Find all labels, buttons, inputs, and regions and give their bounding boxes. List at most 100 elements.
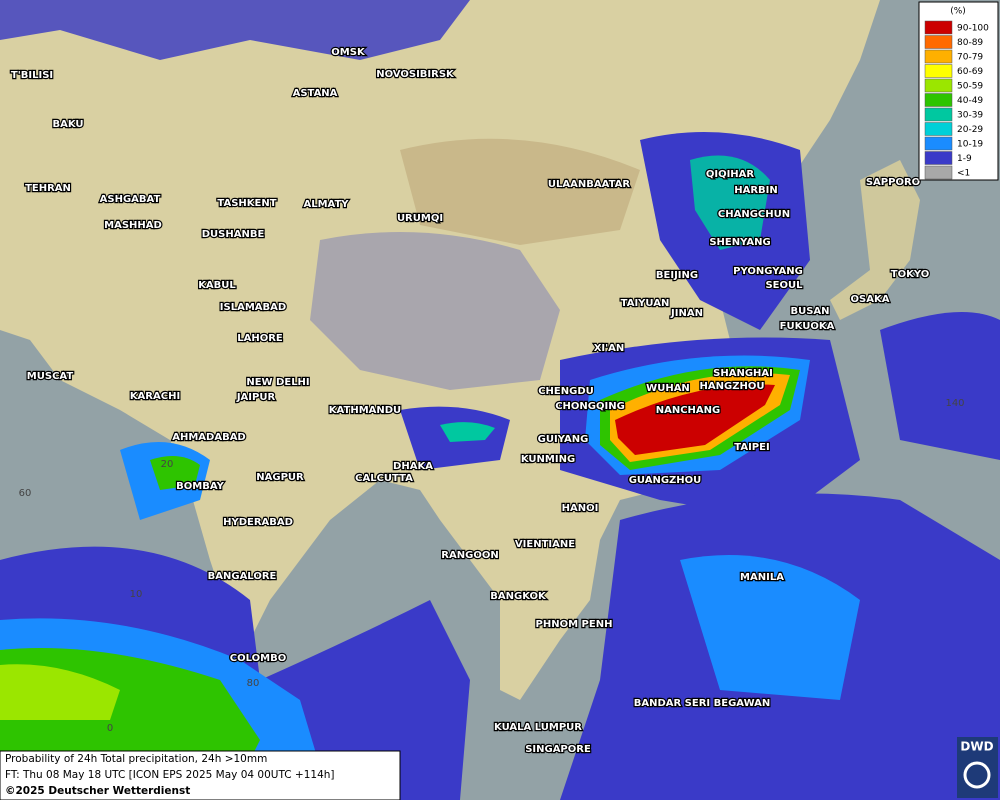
city-label: BEIJING <box>656 270 698 281</box>
plateau <box>310 232 560 390</box>
city-label: NOVOSIBIRSK <box>376 69 455 80</box>
city-label: NEW DELHI <box>246 377 309 388</box>
city-label: SHANGHAI <box>713 368 773 379</box>
city-label: FUKUOKA <box>780 321 835 332</box>
city-label: ASHGABAT <box>100 194 161 205</box>
precip-sc-90 <box>615 384 775 455</box>
legend-label: 30-39 <box>957 111 983 121</box>
city-label: NANCHANG <box>656 405 721 416</box>
city-label: JAIPUR <box>236 392 276 403</box>
city-label: DUSHANBE <box>202 229 265 240</box>
city-label: XI'AN <box>594 343 625 354</box>
legend-label: <1 <box>957 169 970 179</box>
precip-50 <box>0 664 120 720</box>
precip-bombay-core <box>150 456 200 490</box>
logo-text: DWD <box>960 740 993 754</box>
city-label: MUSCAT <box>27 371 74 382</box>
city-label: RANGOON <box>441 550 498 561</box>
logo: DWD <box>957 737 998 798</box>
city-label: ASTANA <box>293 88 338 99</box>
legend-swatch <box>924 165 953 180</box>
grid-label: 140 <box>945 398 964 409</box>
legend-swatch <box>924 93 953 107</box>
city-label: TAIYUAN <box>621 298 670 309</box>
city-label: BANDAR SERI BEGAWAN <box>634 698 771 709</box>
city-label: TEHRAN <box>25 183 71 194</box>
footer-line: Probability of 24h Total precipitation, … <box>5 753 267 765</box>
legend-label: 20-29 <box>957 125 983 135</box>
legend-label: 60-69 <box>957 67 983 77</box>
city-label: BANGKOK <box>490 591 547 602</box>
legend-items: 90-100 80-89 70-79 60-69 50-59 40-49 30-39 20-2… <box>924 20 989 180</box>
legend-swatch <box>924 78 953 93</box>
city-label: NAGPUR <box>256 472 304 483</box>
city-label: CHENGDU <box>538 386 594 397</box>
city-label: CHANGCHUN <box>718 209 790 220</box>
legend-swatch <box>924 64 953 78</box>
city-label: URUMQI <box>397 213 443 224</box>
footer: Probability of 24h Total precipitation, … <box>0 750 401 800</box>
city-label: OSAKA <box>851 294 890 305</box>
city-label: TOKYO <box>891 269 929 280</box>
city-labels: OMSK NOVOSIBIRSK ASTANA T'BILISI BAKU TEHRAN A… <box>10 46 931 756</box>
city-label: HYDERABAD <box>223 517 293 528</box>
legend-label: 1-9 <box>957 154 972 164</box>
city-label: ISLAMABAD <box>220 302 286 313</box>
precip-north <box>0 0 470 60</box>
precip-philippines <box>680 555 860 700</box>
city-label: HARBIN <box>734 185 778 196</box>
footer-line: FT: Thu 08 May 18 UTC [ICON EPS 2025 May… <box>5 769 335 781</box>
legend-label: 90-100 <box>957 24 989 34</box>
footer-box <box>0 750 401 800</box>
city-label: GUANGZHOU <box>629 475 702 486</box>
city-label: HANOI <box>562 503 599 514</box>
grid-label: 60 <box>19 488 32 499</box>
city-label: SEOUL <box>765 280 803 291</box>
city-label: LAHORE <box>237 333 283 344</box>
precip-ne-core <box>690 155 770 250</box>
legend-label: 70-79 <box>957 53 983 63</box>
city-label: DHAKA <box>393 461 433 472</box>
city-label: KUNMING <box>521 454 575 465</box>
city-label: BOMBAY <box>176 481 224 492</box>
city-label: MASHHAD <box>104 220 162 231</box>
city-label: MANILA <box>740 572 784 583</box>
legend: (%) 90-100 80-89 70-79 60-69 50-59 40-49 30-39… <box>918 1 999 181</box>
legend-swatch <box>924 122 953 136</box>
city-label: BANGALORE <box>208 571 277 582</box>
legend-swatch <box>924 136 953 151</box>
precip-himalaya-core <box>440 422 495 442</box>
city-label: T'BILISI <box>11 70 53 81</box>
city-label: OMSK <box>331 47 366 58</box>
city-label: TASHKENT <box>217 198 276 209</box>
city-label: JINAN <box>670 308 703 319</box>
city-label: VIENTIANE <box>515 539 575 550</box>
legend-swatch <box>924 20 953 35</box>
logo-icon <box>963 761 991 789</box>
city-label: HANGZHOU <box>700 381 765 392</box>
city-label: TAIPEI <box>734 442 769 453</box>
city-label: CALCUTTA <box>355 473 413 484</box>
precip-east <box>880 312 1000 460</box>
legend-label: 10-19 <box>957 140 983 150</box>
grid-label: 80 <box>247 678 260 689</box>
legend-label: 40-49 <box>957 96 983 106</box>
legend-label: 80-89 <box>957 38 983 48</box>
city-label: SINGAPORE <box>525 744 591 755</box>
city-label: BAKU <box>52 119 83 130</box>
legend-title: (%) <box>950 7 966 17</box>
grid-label: 0 <box>107 723 113 734</box>
desert <box>400 138 640 245</box>
city-label: BUSAN <box>790 306 829 317</box>
footer-line: ©2025 Deutscher Wetterdienst <box>5 785 190 797</box>
city-label: SAPPORO <box>866 177 920 188</box>
city-label: ALMATY <box>303 199 349 210</box>
japan <box>830 160 920 320</box>
city-label: QIQIHAR <box>706 169 755 180</box>
legend-swatch <box>924 49 953 64</box>
city-label: KATHMANDU <box>329 405 401 416</box>
city-label: ULAANBAATAR <box>548 179 630 190</box>
legend-swatch <box>924 35 953 49</box>
grid-label: 10 <box>130 589 143 600</box>
